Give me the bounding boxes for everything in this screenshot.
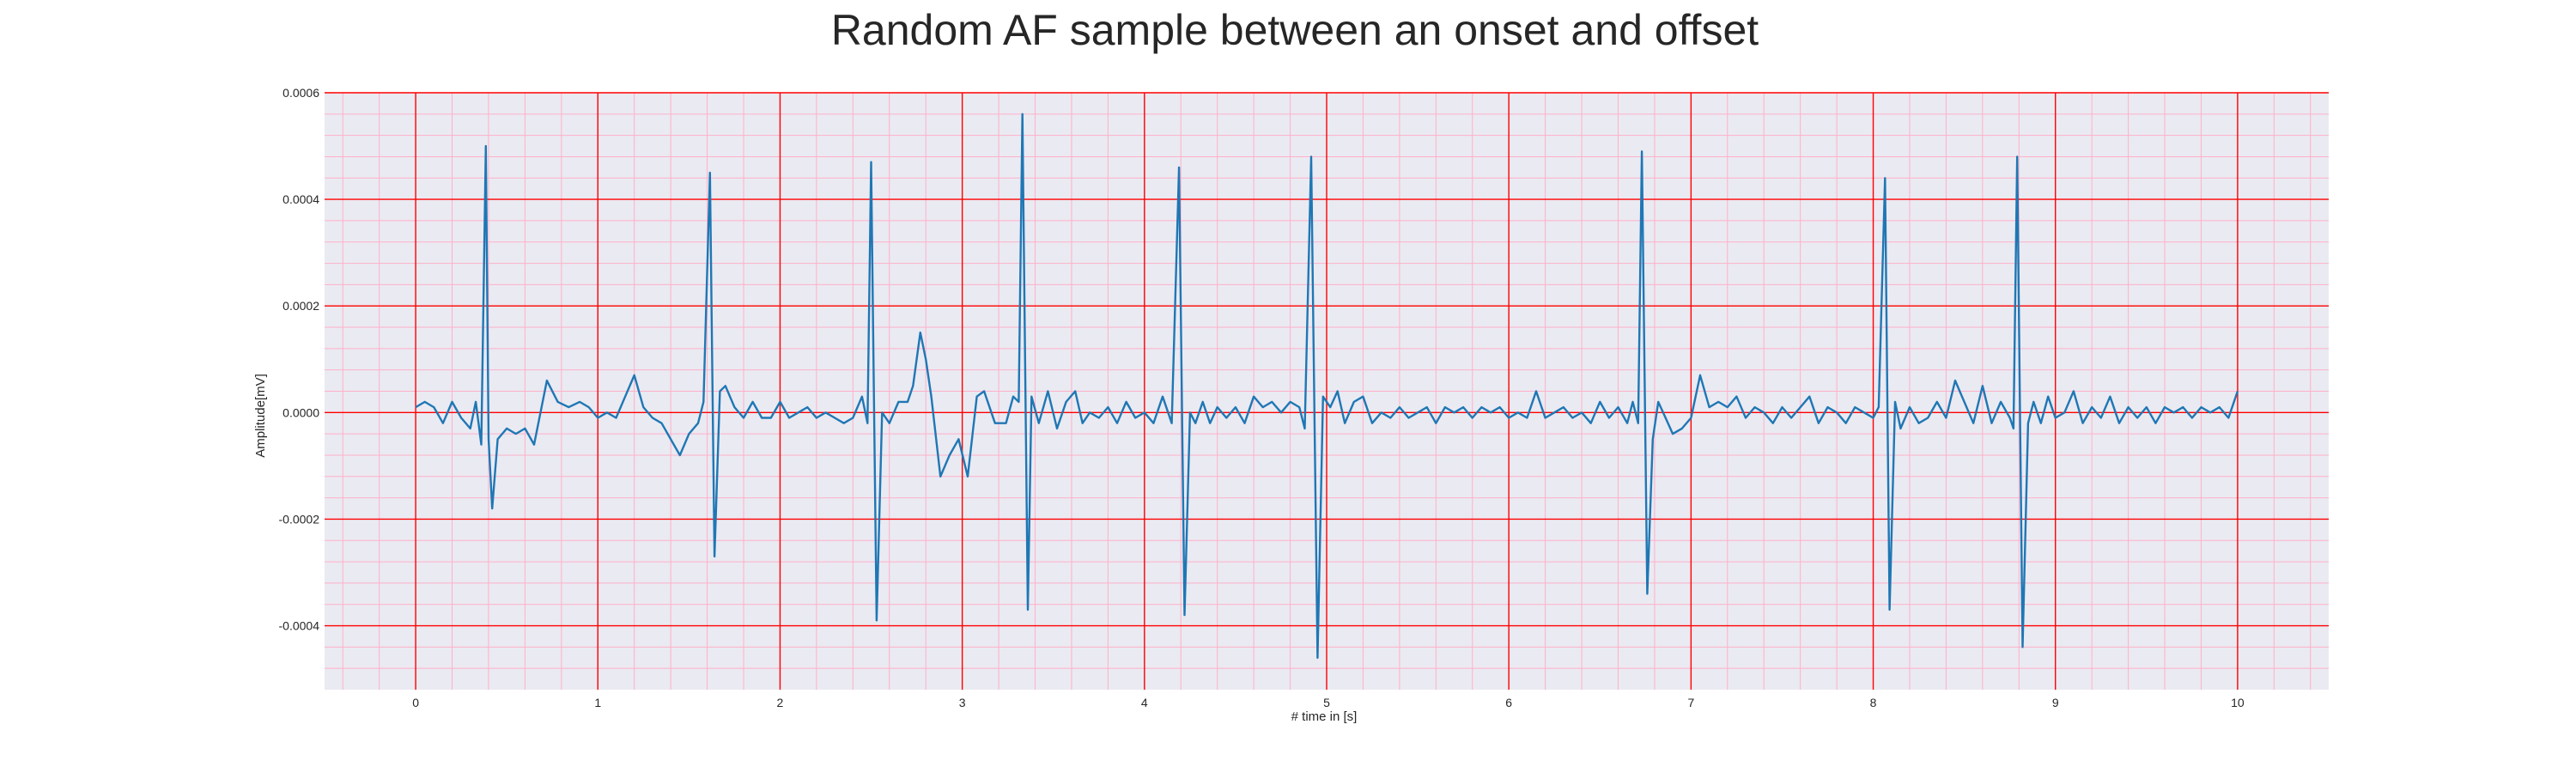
y-tick-label: 0.0004 bbox=[283, 192, 319, 206]
y-tick-label: -0.0004 bbox=[279, 619, 320, 633]
x-tick-label: 4 bbox=[1141, 696, 1148, 709]
x-tick-label: 9 bbox=[2052, 696, 2059, 709]
x-tick-label: 2 bbox=[777, 696, 784, 709]
chart-title: Random AF sample between an onset and of… bbox=[831, 6, 1759, 54]
y-tick-label: 0.0002 bbox=[283, 299, 319, 313]
x-tick-label: 1 bbox=[594, 696, 601, 709]
x-tick-label: 7 bbox=[1687, 696, 1694, 709]
x-tick-labels: 0 1 2 3 4 5 6 7 8 9 10 bbox=[412, 696, 2245, 709]
x-tick-label: 10 bbox=[2231, 696, 2245, 709]
major-grid bbox=[325, 92, 2329, 690]
x-tick-label: 5 bbox=[1323, 696, 1330, 709]
y-tick-label: 0.0000 bbox=[283, 405, 319, 419]
x-tick-label: 3 bbox=[959, 696, 966, 709]
y-tick-label: 0.0006 bbox=[283, 86, 319, 100]
y-axis-label: Amplitude[mV] bbox=[253, 374, 268, 458]
y-tick-label: -0.0002 bbox=[279, 512, 320, 526]
x-axis-label: # time in [s] bbox=[1291, 709, 1358, 724]
x-tick-label: 0 bbox=[412, 696, 419, 709]
x-tick-label: 8 bbox=[1870, 696, 1877, 709]
y-tick-labels: 0.0006 0.0004 0.0002 0.0000 -0.0002 -0.0004 bbox=[279, 86, 320, 633]
x-tick-label: 6 bbox=[1505, 696, 1512, 709]
ecg-series-line bbox=[415, 113, 2239, 659]
